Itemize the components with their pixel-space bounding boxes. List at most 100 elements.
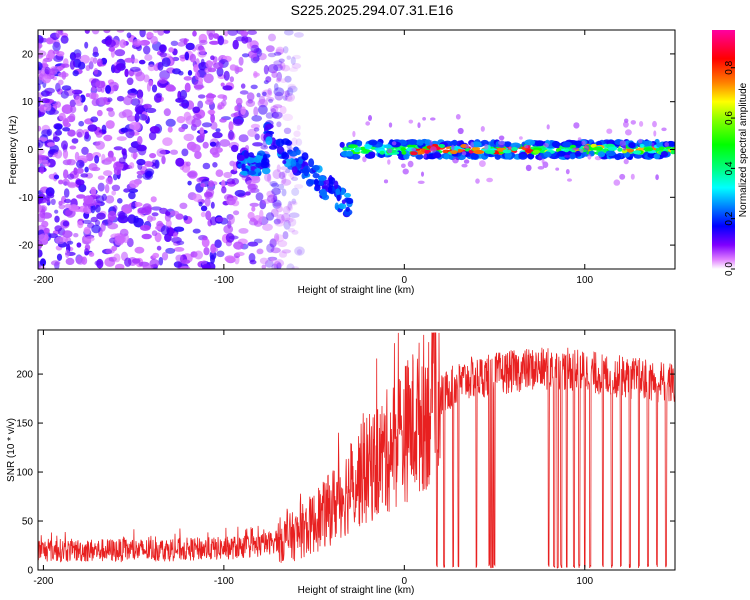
heatmap-cell [194, 150, 202, 160]
heatmap-cell [262, 91, 267, 97]
heatmap-cell [423, 153, 427, 159]
heatmap-cell [42, 58, 47, 68]
heatmap-cell [224, 31, 229, 37]
heatmap-cell [170, 40, 179, 46]
heatmap-cell [52, 50, 60, 55]
heatmap-cell [247, 211, 255, 220]
heatmap-cell [223, 224, 234, 234]
heatmap-cell [129, 66, 141, 72]
heatmap-cell [118, 157, 126, 164]
heatmap-cell [80, 54, 90, 64]
heatmap-cell [66, 159, 76, 166]
heatmap-cell [133, 58, 139, 64]
heatmap-cell [272, 104, 283, 109]
heatmap-cell [96, 58, 103, 67]
heatmap-cell [192, 228, 201, 234]
heatmap-cell [75, 95, 81, 103]
heatmap-cell [565, 169, 570, 175]
heatmap-cell [229, 76, 234, 83]
heatmap-cell [113, 65, 122, 74]
heatmap-cell [103, 170, 113, 177]
heatmap-cell [416, 139, 424, 146]
heatmap-cell [163, 108, 171, 117]
heatmap-cell [583, 144, 590, 151]
heatmap-cell [116, 95, 125, 102]
heatmap-cell [328, 181, 334, 188]
heatmap-cell [205, 93, 217, 99]
heatmap-cell [334, 202, 339, 211]
spectrogram-y-label: Frequency (Hz) [8, 116, 19, 185]
heatmap-cell [165, 84, 175, 92]
heatmap-cell [479, 160, 486, 168]
heatmap-cell [113, 253, 121, 263]
heatmap-cell [90, 116, 99, 123]
heatmap-cell [107, 210, 117, 221]
heatmap-cell [137, 207, 147, 214]
heatmap-cell [285, 168, 291, 174]
heatmap-cell [312, 164, 320, 171]
heatmap-cell [97, 175, 105, 180]
heatmap-cell [126, 77, 134, 86]
heatmap-cell [557, 150, 566, 157]
heatmap-cell [151, 230, 158, 237]
heatmap-cell [58, 204, 66, 210]
heatmap-cell [201, 237, 210, 248]
heatmap-cell [271, 197, 276, 203]
heatmap-cell [125, 128, 135, 139]
heatmap-cell [230, 113, 239, 118]
heatmap-cell [623, 151, 631, 158]
heatmap-cell [38, 203, 42, 213]
heatmap-cell [183, 111, 192, 121]
heatmap-cell [486, 177, 493, 183]
heatmap-cell [291, 176, 299, 181]
heatmap-cell [655, 174, 659, 181]
heatmap-cell [275, 46, 285, 55]
heatmap-cell [183, 76, 192, 81]
heatmap-cell [344, 192, 351, 198]
heatmap-cell [168, 47, 174, 53]
heatmap-cell [184, 51, 190, 61]
heatmap-cell [455, 114, 461, 120]
heatmap-cell [60, 35, 69, 44]
heatmap-cell [644, 140, 653, 147]
heatmap-cell [55, 236, 66, 244]
heatmap-cell [594, 156, 602, 161]
heatmap-cell [605, 150, 616, 157]
heatmap-cell [256, 92, 261, 98]
heatmap-cell [279, 106, 287, 115]
heatmap-cell [50, 198, 56, 205]
heatmap-cell [430, 146, 437, 153]
heatmap-cell [410, 151, 418, 156]
heatmap-cell [210, 254, 215, 264]
heatmap-cell [222, 85, 233, 91]
heatmap-cell [262, 223, 273, 231]
heatmap-cell [62, 230, 73, 238]
heatmap-cell [201, 122, 212, 128]
heatmap-cell [65, 257, 75, 265]
snr-panel: -200 -100 0 100 0 50 100 150 200 Height of stra… [6, 329, 676, 596]
heatmap-cell [498, 140, 505, 146]
heatmap-cell [233, 210, 240, 216]
heatmap-cell [303, 167, 310, 177]
heatmap-cell [272, 199, 282, 209]
heatmap-cell [199, 39, 208, 46]
heatmap-cell [273, 87, 285, 97]
heatmap-cell [430, 117, 436, 121]
heatmap-cell [84, 30, 90, 34]
heatmap-cell [130, 98, 141, 106]
heatmap-cell [494, 153, 501, 160]
heatmap-cell [203, 247, 210, 256]
heatmap-cell [273, 259, 285, 268]
heatmap-cell [111, 190, 117, 196]
heatmap-cell [181, 259, 191, 265]
heatmap-cell [181, 148, 189, 157]
colorbar-tick-label: 0.8 [724, 60, 735, 74]
heatmap-cell [95, 140, 105, 150]
heatmap-cell [223, 171, 233, 179]
heatmap-cell [62, 220, 70, 227]
heatmap-cell [226, 197, 236, 206]
heatmap-cell [285, 95, 293, 101]
heatmap-cell [295, 149, 301, 156]
heatmap-cell [62, 149, 69, 159]
heatmap-cell [173, 226, 185, 232]
